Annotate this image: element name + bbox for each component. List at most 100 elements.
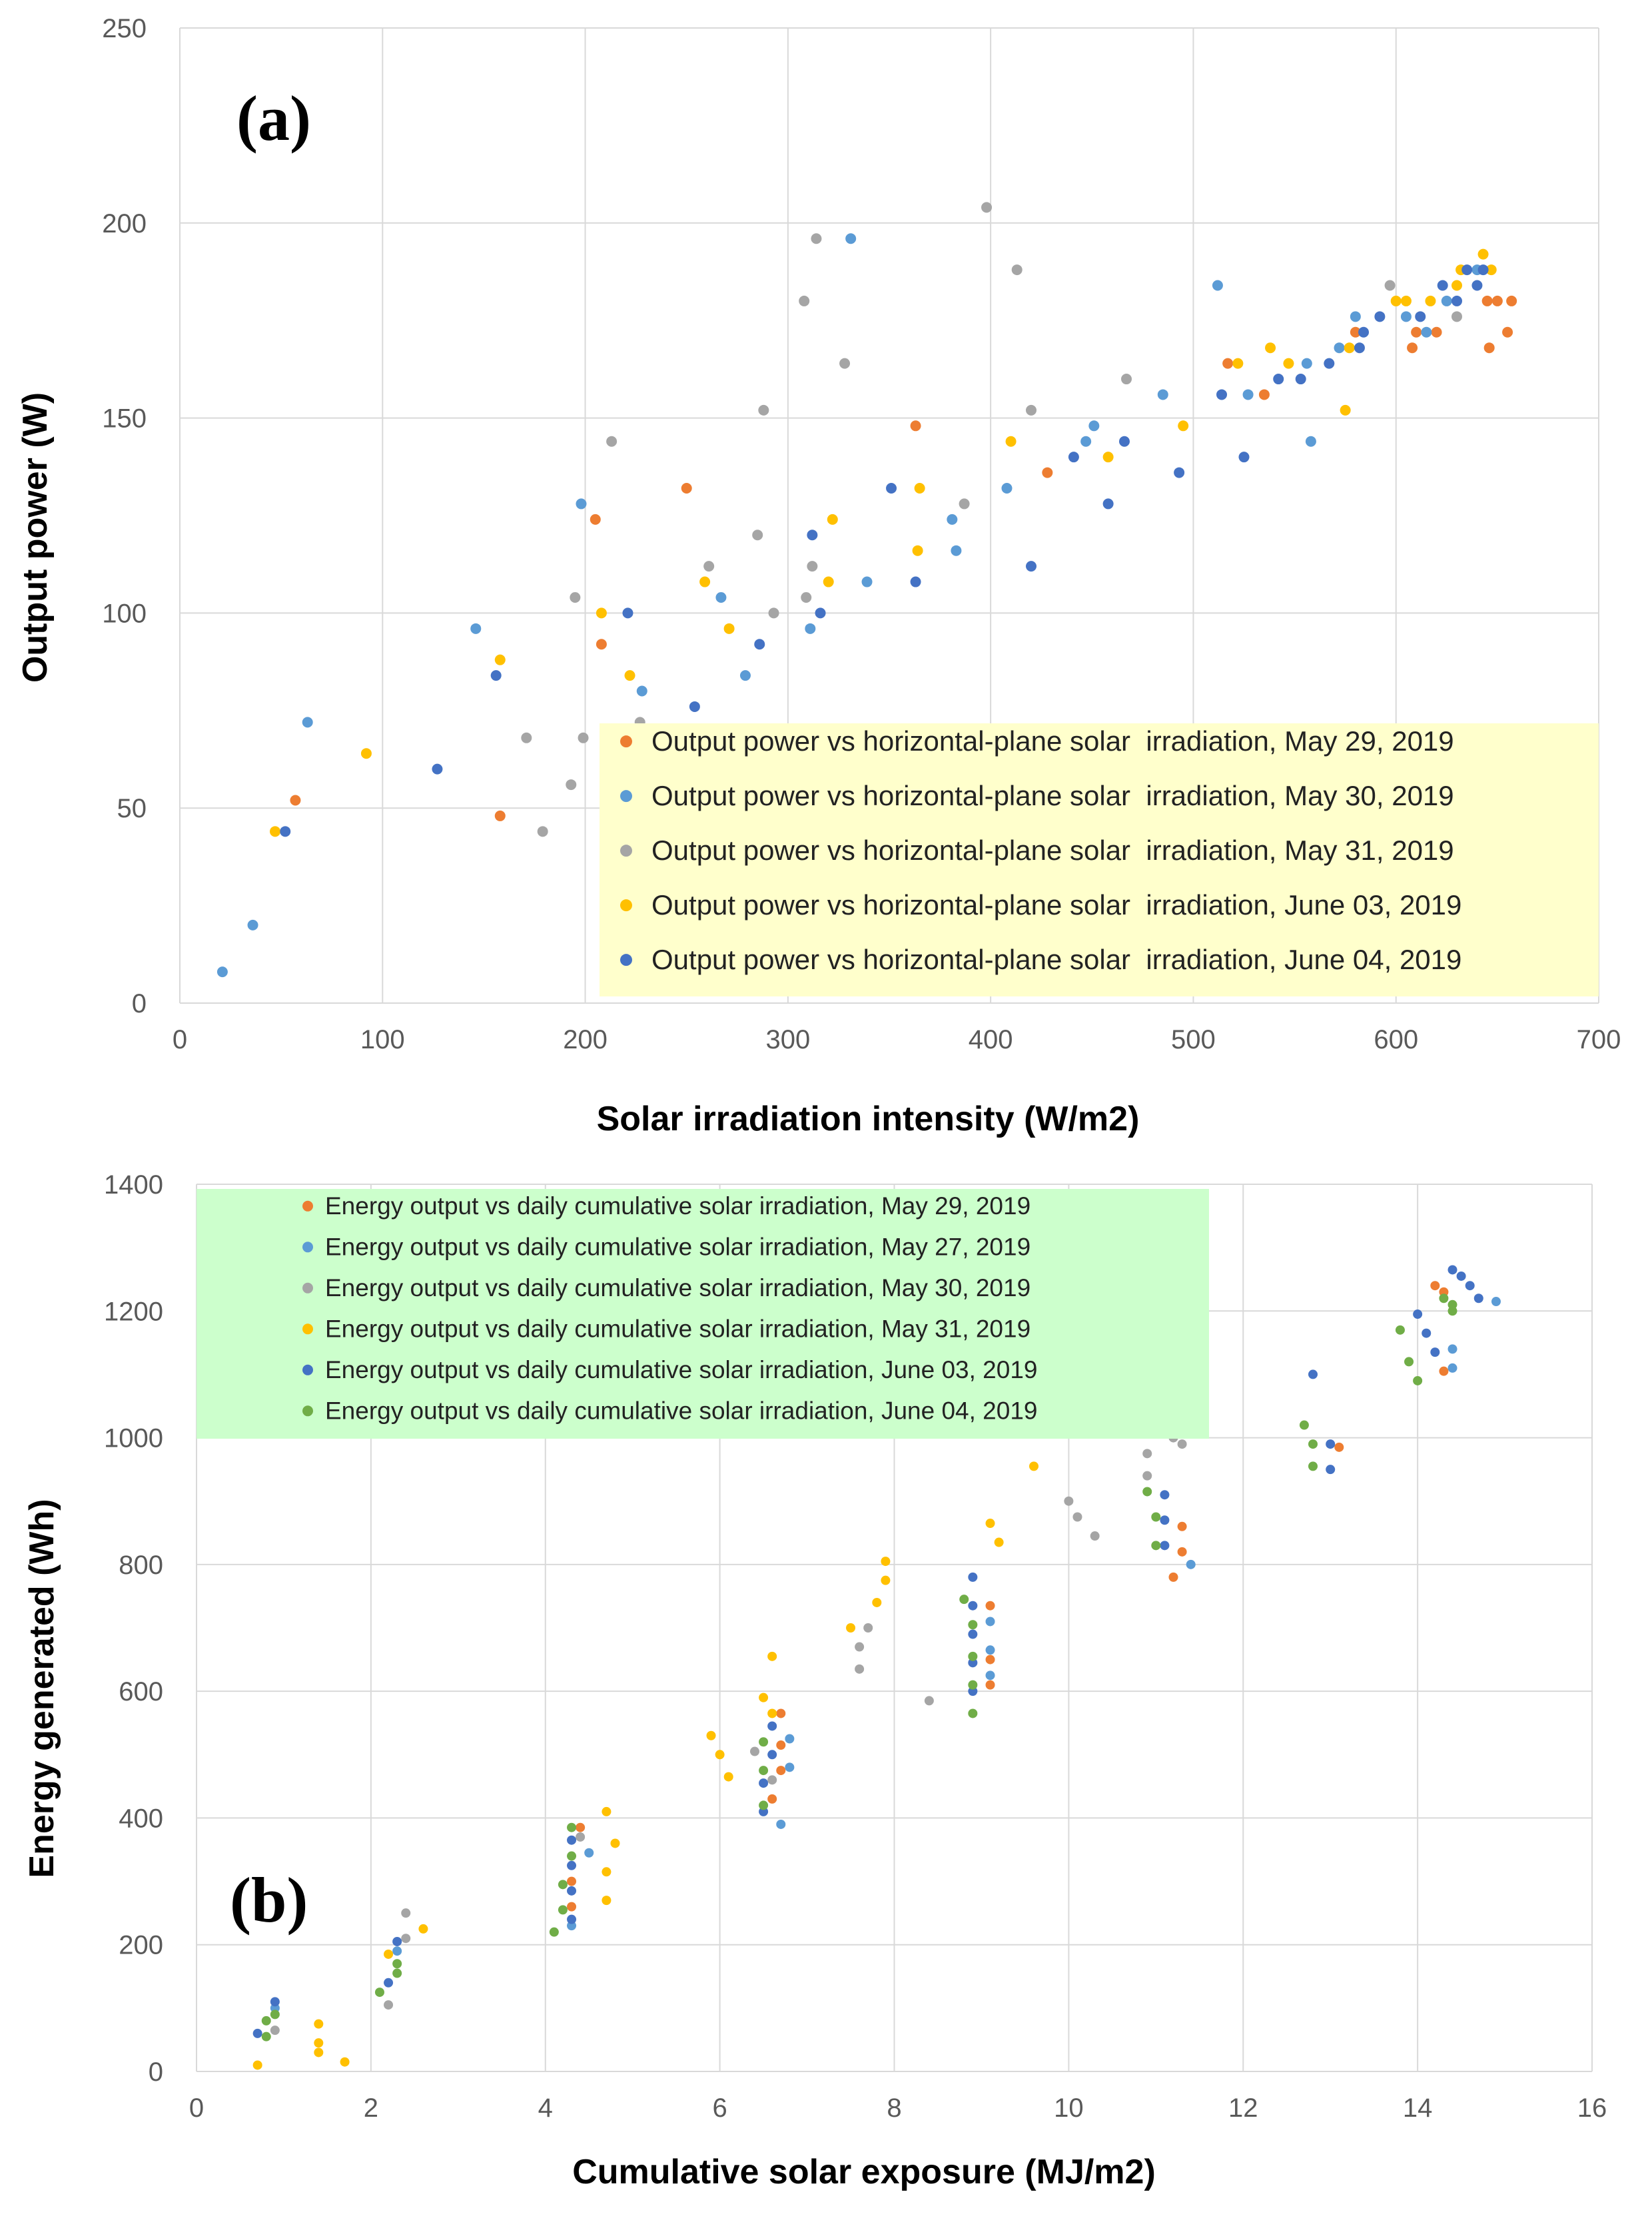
data-point xyxy=(567,1886,577,1896)
x-tick-label: 600 xyxy=(1374,1025,1418,1054)
data-point xyxy=(1465,1281,1475,1291)
data-point xyxy=(1350,326,1361,338)
data-point xyxy=(1142,1449,1152,1459)
data-point xyxy=(1422,1328,1432,1338)
data-point xyxy=(767,1651,777,1661)
data-point xyxy=(785,1762,795,1772)
data-point xyxy=(1029,1461,1038,1471)
data-point xyxy=(252,2060,262,2070)
data-point xyxy=(1395,1325,1405,1335)
data-point xyxy=(750,1746,759,1756)
data-point xyxy=(985,1645,995,1655)
panel-a-label: (a) xyxy=(236,83,311,154)
data-point xyxy=(1390,295,1402,306)
legend-marker xyxy=(620,954,632,966)
data-point xyxy=(1344,342,1355,354)
legend-marker xyxy=(302,1364,313,1375)
data-point xyxy=(1456,1271,1466,1281)
data-point xyxy=(578,732,589,743)
data-point xyxy=(968,1629,978,1639)
data-point xyxy=(872,1597,882,1607)
data-point xyxy=(1177,1521,1187,1531)
data-point xyxy=(1026,404,1036,416)
data-point xyxy=(567,1835,577,1845)
data-point xyxy=(360,748,372,759)
legend-marker xyxy=(620,735,632,748)
data-point xyxy=(1404,1357,1414,1367)
data-point xyxy=(823,576,834,587)
y-tick-label: 200 xyxy=(119,1931,163,1960)
data-point xyxy=(799,295,810,306)
data-point xyxy=(401,1934,411,1944)
data-point xyxy=(1447,1299,1457,1309)
y-tick-label: 1000 xyxy=(104,1424,163,1453)
panel-a-chart: 0 50 100 150 200 250 0 100 200 300 400 500 600 700 O… xyxy=(16,14,1621,1138)
data-point xyxy=(715,1750,725,1760)
y-tick-label: 0 xyxy=(149,2057,163,2087)
data-point xyxy=(1042,467,1053,478)
data-point xyxy=(1502,326,1513,338)
data-point xyxy=(1295,374,1306,385)
data-point xyxy=(384,1949,394,1959)
data-point xyxy=(602,1896,612,1906)
data-point xyxy=(558,1905,568,1915)
data-point xyxy=(881,1557,891,1567)
data-point xyxy=(1026,561,1036,572)
legend-marker xyxy=(302,1405,313,1417)
data-point xyxy=(1437,280,1448,291)
data-point xyxy=(247,919,258,930)
data-point xyxy=(1334,1442,1344,1452)
series-2-points xyxy=(270,1297,1501,2013)
data-point xyxy=(1178,420,1189,432)
panel-b-y-tick-labels: 0 200 400 600 800 1000 1200 1400 xyxy=(104,1170,163,2087)
data-point xyxy=(776,1819,786,1829)
data-point xyxy=(1421,326,1432,338)
data-point xyxy=(1212,280,1223,291)
data-point xyxy=(1080,436,1092,447)
data-point xyxy=(767,1794,777,1804)
data-point xyxy=(270,1997,280,2007)
data-point xyxy=(1461,264,1473,276)
data-point xyxy=(1477,248,1489,260)
data-point xyxy=(494,654,506,665)
data-point xyxy=(636,685,647,697)
data-point xyxy=(1232,358,1244,369)
data-point xyxy=(1222,358,1234,369)
data-point xyxy=(610,1838,620,1848)
data-point xyxy=(1413,1309,1423,1319)
legend-marker xyxy=(620,845,632,857)
legend-marker xyxy=(302,1323,313,1335)
y-tick-label: 600 xyxy=(119,1677,163,1706)
data-point xyxy=(968,1708,978,1718)
data-point xyxy=(1238,452,1250,463)
data-point xyxy=(1102,498,1114,510)
panel-b-gridlines xyxy=(196,1184,1593,2072)
data-point xyxy=(699,576,711,587)
legend-entry: Energy output vs daily cumulative solar … xyxy=(325,1315,1031,1343)
legend-marker xyxy=(302,1200,313,1212)
data-point xyxy=(314,2019,324,2029)
data-point xyxy=(374,1988,384,1998)
y-tick-label: 50 xyxy=(117,794,147,823)
data-point xyxy=(968,1651,978,1661)
data-point xyxy=(270,2026,280,2035)
data-point xyxy=(839,358,851,369)
data-point xyxy=(1308,1461,1318,1471)
panel-b-legend: Energy output vs daily cumulative solar … xyxy=(302,1192,1038,1425)
data-point xyxy=(576,1832,586,1842)
x-tick-label: 0 xyxy=(173,1025,187,1054)
data-point xyxy=(1451,311,1462,322)
data-point xyxy=(801,591,812,603)
data-point xyxy=(758,404,769,416)
data-point xyxy=(602,1806,612,1816)
series-1-points xyxy=(290,295,1517,821)
data-point xyxy=(392,1959,402,1969)
data-point xyxy=(1471,280,1483,291)
data-point xyxy=(689,701,700,712)
data-point xyxy=(1308,1439,1318,1449)
x-tick-label: 6 xyxy=(713,2093,727,2123)
panel-b-legend-background xyxy=(197,1189,1209,1439)
data-point xyxy=(739,670,751,681)
